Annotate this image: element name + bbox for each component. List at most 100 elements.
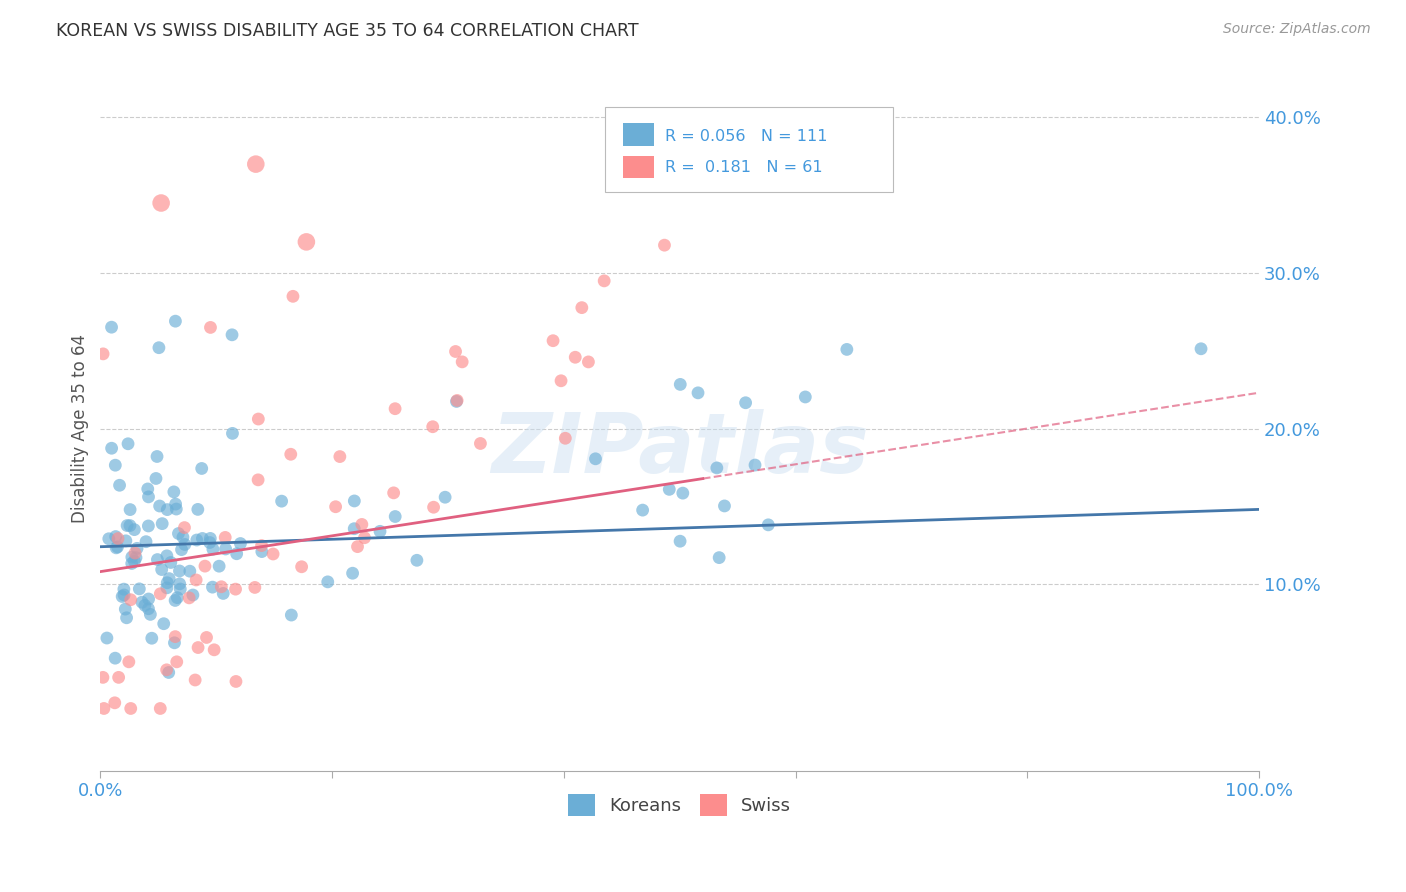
Point <box>707 550 730 565</box>
Point <box>451 355 474 369</box>
Point <box>564 351 586 365</box>
Point <box>163 484 186 499</box>
Point <box>179 564 201 578</box>
Point <box>146 552 169 566</box>
Point <box>159 556 181 570</box>
Point <box>136 482 159 496</box>
Point <box>208 559 231 574</box>
Point <box>128 582 150 596</box>
Point <box>165 497 187 511</box>
Point <box>186 573 208 587</box>
Point <box>135 534 157 549</box>
Point <box>281 289 304 303</box>
Point <box>165 630 187 644</box>
Point <box>446 393 468 408</box>
Point <box>221 426 243 441</box>
Point <box>114 602 136 616</box>
Point <box>225 547 247 561</box>
Point <box>149 499 172 513</box>
Point <box>672 486 695 500</box>
Point <box>225 674 247 689</box>
Point <box>100 320 122 334</box>
Point <box>166 655 188 669</box>
Point <box>156 549 179 563</box>
Point <box>100 442 122 456</box>
Point <box>585 451 607 466</box>
Point <box>342 566 364 581</box>
Point <box>156 663 179 677</box>
Point <box>554 431 576 445</box>
Point <box>121 550 143 565</box>
Point <box>187 502 209 516</box>
Point <box>262 547 284 561</box>
Point <box>422 419 444 434</box>
Point <box>229 536 252 550</box>
Point <box>169 582 191 596</box>
Text: R =  0.181   N = 61: R = 0.181 N = 61 <box>665 160 823 175</box>
Point <box>131 595 153 609</box>
Point <box>470 436 492 450</box>
Point <box>225 582 247 596</box>
Point <box>152 616 174 631</box>
Point <box>654 238 676 252</box>
Point <box>669 377 692 392</box>
Point <box>346 540 368 554</box>
Point <box>353 531 375 545</box>
Point <box>150 196 173 211</box>
Point <box>165 593 187 607</box>
Point <box>744 458 766 472</box>
Point <box>368 524 391 539</box>
Point <box>202 642 225 657</box>
Text: R = 0.056   N = 111: R = 0.056 N = 111 <box>665 129 828 144</box>
Point <box>190 461 212 475</box>
Point <box>209 580 232 594</box>
Point <box>165 314 187 328</box>
Point <box>105 541 128 555</box>
Point <box>124 554 146 568</box>
Point <box>125 550 148 565</box>
Point <box>444 344 467 359</box>
Point <box>107 532 129 546</box>
Point <box>134 599 156 613</box>
Point <box>120 502 142 516</box>
Point <box>198 535 221 549</box>
Point <box>631 503 654 517</box>
Text: ZIPatlas: ZIPatlas <box>491 409 869 490</box>
Point <box>141 632 163 646</box>
Point <box>97 532 120 546</box>
Point <box>111 590 134 604</box>
Point <box>150 516 173 531</box>
Point <box>316 574 339 589</box>
Point <box>163 636 186 650</box>
Point <box>169 564 191 578</box>
Point <box>104 651 127 665</box>
Point <box>167 526 190 541</box>
Point <box>96 631 118 645</box>
Point <box>117 437 139 451</box>
Point <box>195 631 218 645</box>
Point <box>669 534 692 549</box>
Point <box>115 611 138 625</box>
Point <box>343 522 366 536</box>
Point <box>157 665 180 680</box>
Point <box>173 520 195 534</box>
Point <box>214 530 236 544</box>
Point <box>91 670 114 684</box>
Point <box>578 355 600 369</box>
Point <box>169 577 191 591</box>
Point <box>120 701 142 715</box>
Point <box>593 274 616 288</box>
Text: Source: ZipAtlas.com: Source: ZipAtlas.com <box>1223 22 1371 37</box>
Point <box>250 539 273 553</box>
Point <box>200 320 222 334</box>
Point <box>150 563 173 577</box>
Point <box>384 509 406 524</box>
Point <box>138 592 160 607</box>
Point <box>201 542 224 557</box>
Point <box>350 517 373 532</box>
Point <box>179 591 201 605</box>
Point <box>686 385 709 400</box>
Point <box>165 502 187 516</box>
Point <box>104 696 127 710</box>
Point <box>243 581 266 595</box>
